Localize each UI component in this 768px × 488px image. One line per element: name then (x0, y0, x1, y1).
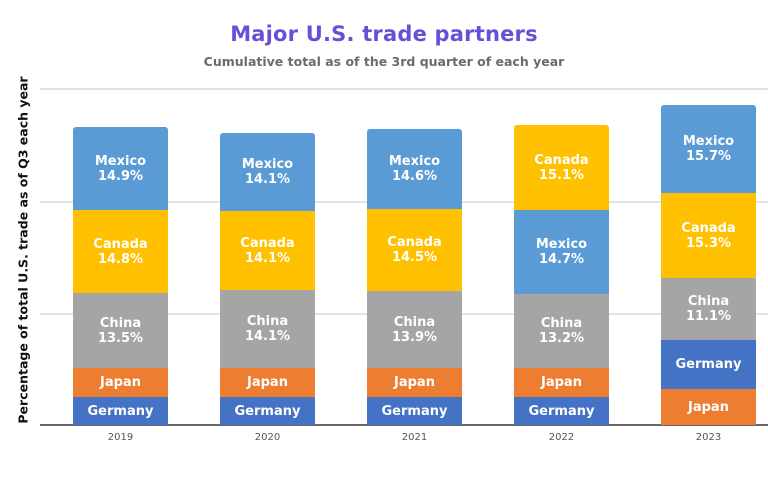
segment-label: Canada (240, 235, 295, 251)
segment-china: China 13.9% (367, 291, 462, 368)
segment-china: China 11.1% (661, 278, 756, 340)
x-tick-label: 2021 (401, 432, 428, 443)
segment-label: Japan (541, 375, 582, 390)
segment-label: Germany (381, 403, 448, 419)
segment-label: Germany (675, 357, 742, 372)
segment-value: 14.1% (244, 250, 291, 266)
segment-value: 14.9% (97, 168, 144, 184)
segment-germany: Germany (367, 397, 462, 425)
segment-label: Japan (394, 375, 435, 390)
segment-japan: Japan (73, 368, 168, 397)
segment-label: Canada (93, 236, 148, 252)
segment-japan: Japan (367, 368, 462, 397)
segment-label: Germany (234, 403, 301, 419)
segment-japan: Japan (661, 389, 756, 425)
segment-label: Japan (247, 375, 288, 390)
segment-value: 14.1% (244, 172, 291, 187)
y-axis-label: Percentage of total U.S. trade as of Q3 … (15, 76, 31, 424)
segment-value: 15.1% (538, 167, 585, 183)
segment-value: 15.7% (685, 149, 732, 164)
segment-canada: Canada 15.3% (661, 193, 756, 278)
segment-label: Mexico (682, 134, 735, 149)
segment-germany: Germany (220, 397, 315, 425)
segment-mexico: Mexico 14.7% (514, 210, 609, 294)
segment-label: Germany (87, 403, 154, 419)
segment-germany: Germany (661, 340, 756, 389)
bar-2022: Canada 15.1% Mexico 14.7% China 13.2% Japan Ger… (514, 125, 609, 425)
segment-label: Canada (387, 235, 442, 250)
chart-title: Major U.S. trade partners (230, 22, 538, 46)
segment-label: China (687, 294, 730, 309)
segment-canada: Canada 14.8% (73, 210, 168, 293)
segment-value: 13.2% (538, 331, 585, 346)
segment-label: Canada (534, 152, 589, 168)
segment-label: Japan (100, 375, 141, 390)
x-tick-label: 2022 (548, 432, 575, 443)
segment-label: Germany (528, 403, 595, 419)
segment-canada: Canada 15.1% (514, 125, 609, 210)
bar-2020: Mexico 14.1% Canada 14.1% China 14.1% Japan Ger… (220, 133, 315, 425)
chart-subtitle: Cumulative total as of the 3rd quarter o… (203, 54, 565, 69)
segment-value: 13.5% (97, 330, 144, 346)
gridline (40, 88, 768, 90)
segment-canada: Canada 14.1% (220, 211, 315, 290)
segment-value: 14.5% (391, 250, 438, 265)
segment-mexico: Mexico 15.7% (661, 105, 756, 193)
bar-2021: Mexico 14.6% Canada 14.5% China 13.9% Japan Ger… (367, 129, 462, 425)
segment-china: China 13.5% (73, 293, 168, 368)
segment-value: 15.3% (685, 235, 732, 251)
x-tick-label: 2023 (695, 432, 722, 443)
segment-label: Canada (681, 220, 736, 236)
segment-label: Mexico (94, 153, 147, 169)
bar-2023: Mexico 15.7% Canada 15.3% China 11.1% Germany J… (661, 105, 756, 425)
segment-mexico: Mexico 14.9% (73, 127, 168, 210)
segment-value: 14.7% (538, 252, 585, 267)
segment-label: China (540, 316, 583, 331)
segment-label: China (99, 315, 142, 331)
segment-germany: Germany (73, 397, 168, 425)
segment-china: China 13.2% (514, 294, 609, 368)
segment-japan: Japan (514, 368, 609, 397)
segment-value: 14.1% (244, 329, 291, 344)
segment-china: China 14.1% (220, 290, 315, 368)
x-axis-baseline (40, 424, 768, 426)
segment-label: Mexico (241, 157, 294, 172)
bar-2019: Mexico 14.9% Canada 14.8% China 13.5% Japan Ger… (73, 127, 168, 425)
segment-label: Mexico (388, 154, 441, 169)
segment-value: 14.6% (391, 169, 438, 184)
segment-canada: Canada 14.5% (367, 209, 462, 291)
segment-label: China (246, 314, 289, 329)
segment-value: 11.1% (685, 309, 732, 324)
segment-mexico: Mexico 14.1% (220, 133, 315, 211)
segment-label: Mexico (535, 237, 588, 252)
segment-value: 13.9% (391, 329, 438, 345)
segment-japan: Japan (220, 368, 315, 397)
segment-value: 14.8% (97, 251, 144, 267)
segment-label: Japan (688, 399, 729, 415)
x-tick-label: 2020 (254, 432, 281, 443)
segment-mexico: Mexico 14.6% (367, 129, 462, 209)
segment-label: China (393, 314, 436, 330)
segment-germany: Germany (514, 397, 609, 425)
x-tick-label: 2019 (107, 432, 134, 443)
